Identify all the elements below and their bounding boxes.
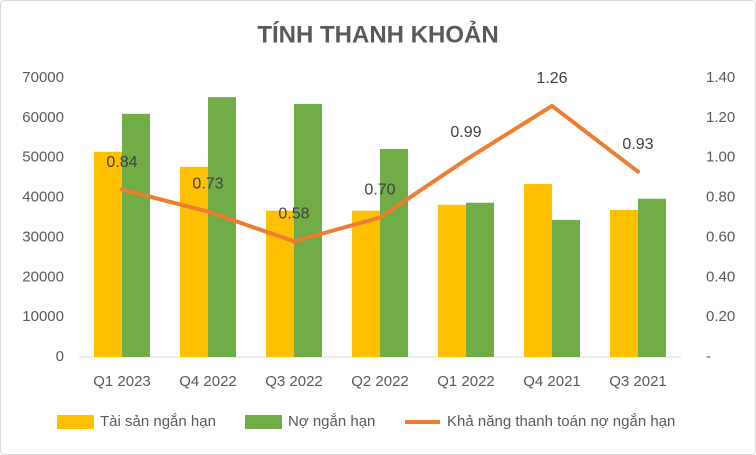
y2-tick-label: 1.40 — [706, 69, 735, 86]
legend-swatch — [245, 415, 282, 429]
bar — [122, 113, 150, 357]
data-label: 0.84 — [106, 154, 137, 171]
y2-tick-label: 0.40 — [706, 268, 735, 285]
bar — [380, 148, 408, 357]
data-label: 1.26 — [536, 70, 567, 87]
bar — [352, 210, 380, 357]
data-label: 0.58 — [278, 206, 309, 223]
bar — [524, 184, 552, 357]
y-tick-label: 60000 — [22, 109, 64, 126]
y-tick-label: 50000 — [22, 149, 64, 166]
data-label: 0.73 — [192, 176, 223, 193]
y-tick-label: 70000 — [22, 69, 64, 86]
y2-tick-label: 0.80 — [706, 189, 735, 206]
x-tick-label: Q4 2021 — [523, 373, 581, 390]
bar — [294, 103, 322, 358]
y2-tick-label: 0.60 — [706, 228, 735, 245]
data-label: 0.93 — [622, 136, 653, 153]
y-tick-label: 30000 — [22, 228, 64, 245]
bar — [208, 97, 236, 357]
bar — [438, 204, 466, 357]
legend-label: Tài sản ngắn hạn — [100, 413, 216, 430]
y-tick-label: 40000 — [22, 189, 64, 206]
y2-tick-label: 1.20 — [706, 109, 735, 126]
data-label: 0.70 — [364, 182, 395, 199]
bar — [610, 209, 638, 357]
y-tick-label: 10000 — [22, 308, 64, 325]
x-tick-label: Q1 2023 — [93, 373, 151, 390]
y-tick-label: 0 — [56, 348, 64, 365]
y2-tick-label: 1.00 — [706, 149, 735, 166]
x-tick-label: Q4 2022 — [179, 373, 237, 390]
y2-tick-label: - — [706, 348, 711, 365]
data-label: 0.99 — [450, 124, 481, 141]
x-tick-label: Q2 2022 — [351, 373, 409, 390]
y-tick-label: 20000 — [22, 268, 64, 285]
bar — [466, 202, 494, 357]
bar — [94, 151, 122, 357]
legend-label: Nợ ngắn hạn — [288, 413, 375, 430]
x-tick-label: Q3 2022 — [265, 373, 323, 390]
y2-tick-label: 0.20 — [706, 308, 735, 325]
bar — [638, 198, 666, 357]
legend-label: Khả năng thanh toán nợ ngắn hạn — [447, 413, 675, 430]
chart-title: TÍNH THANH KHOẢN — [257, 19, 498, 48]
bar — [552, 219, 580, 357]
legend-swatch — [57, 415, 94, 429]
x-tick-label: Q1 2022 — [437, 373, 495, 390]
line — [120, 103, 640, 244]
x-tick-label: Q3 2021 — [609, 373, 667, 390]
bar — [180, 166, 208, 357]
